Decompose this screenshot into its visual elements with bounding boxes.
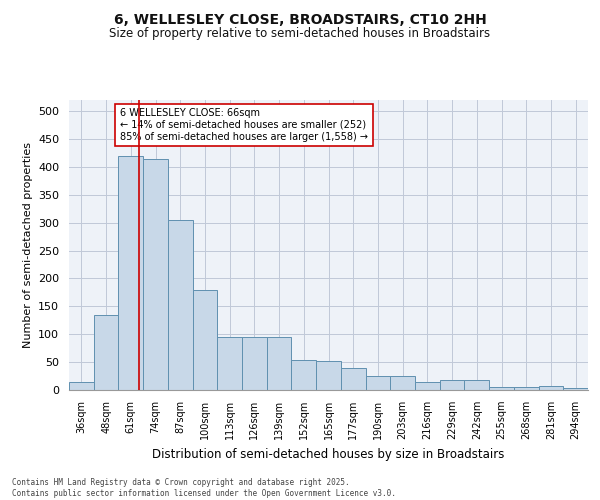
Bar	[118, 156, 143, 390]
Bar	[539, 386, 563, 390]
X-axis label: Distribution of semi-detached houses by size in Broadstairs: Distribution of semi-detached houses by …	[152, 448, 505, 460]
Bar	[489, 386, 514, 390]
Text: Contains HM Land Registry data © Crown copyright and database right 2025.
Contai: Contains HM Land Registry data © Crown c…	[12, 478, 396, 498]
Bar	[415, 382, 440, 390]
Y-axis label: Number of semi-detached properties: Number of semi-detached properties	[23, 142, 32, 348]
Bar	[316, 361, 341, 390]
Bar	[168, 220, 193, 390]
Bar	[341, 368, 365, 390]
Bar	[563, 388, 588, 390]
Text: 6 WELLESLEY CLOSE: 66sqm
← 14% of semi-detached houses are smaller (252)
85% of : 6 WELLESLEY CLOSE: 66sqm ← 14% of semi-d…	[119, 108, 368, 142]
Bar	[390, 376, 415, 390]
Bar	[267, 337, 292, 390]
Bar	[193, 290, 217, 390]
Bar	[440, 380, 464, 390]
Bar	[464, 380, 489, 390]
Text: Size of property relative to semi-detached houses in Broadstairs: Size of property relative to semi-detach…	[109, 28, 491, 40]
Bar	[514, 387, 539, 390]
Bar	[69, 382, 94, 390]
Text: 6, WELLESLEY CLOSE, BROADSTAIRS, CT10 2HH: 6, WELLESLEY CLOSE, BROADSTAIRS, CT10 2H…	[113, 12, 487, 26]
Bar	[143, 158, 168, 390]
Bar	[94, 314, 118, 390]
Bar	[292, 360, 316, 390]
Bar	[365, 376, 390, 390]
Bar	[217, 337, 242, 390]
Bar	[242, 337, 267, 390]
